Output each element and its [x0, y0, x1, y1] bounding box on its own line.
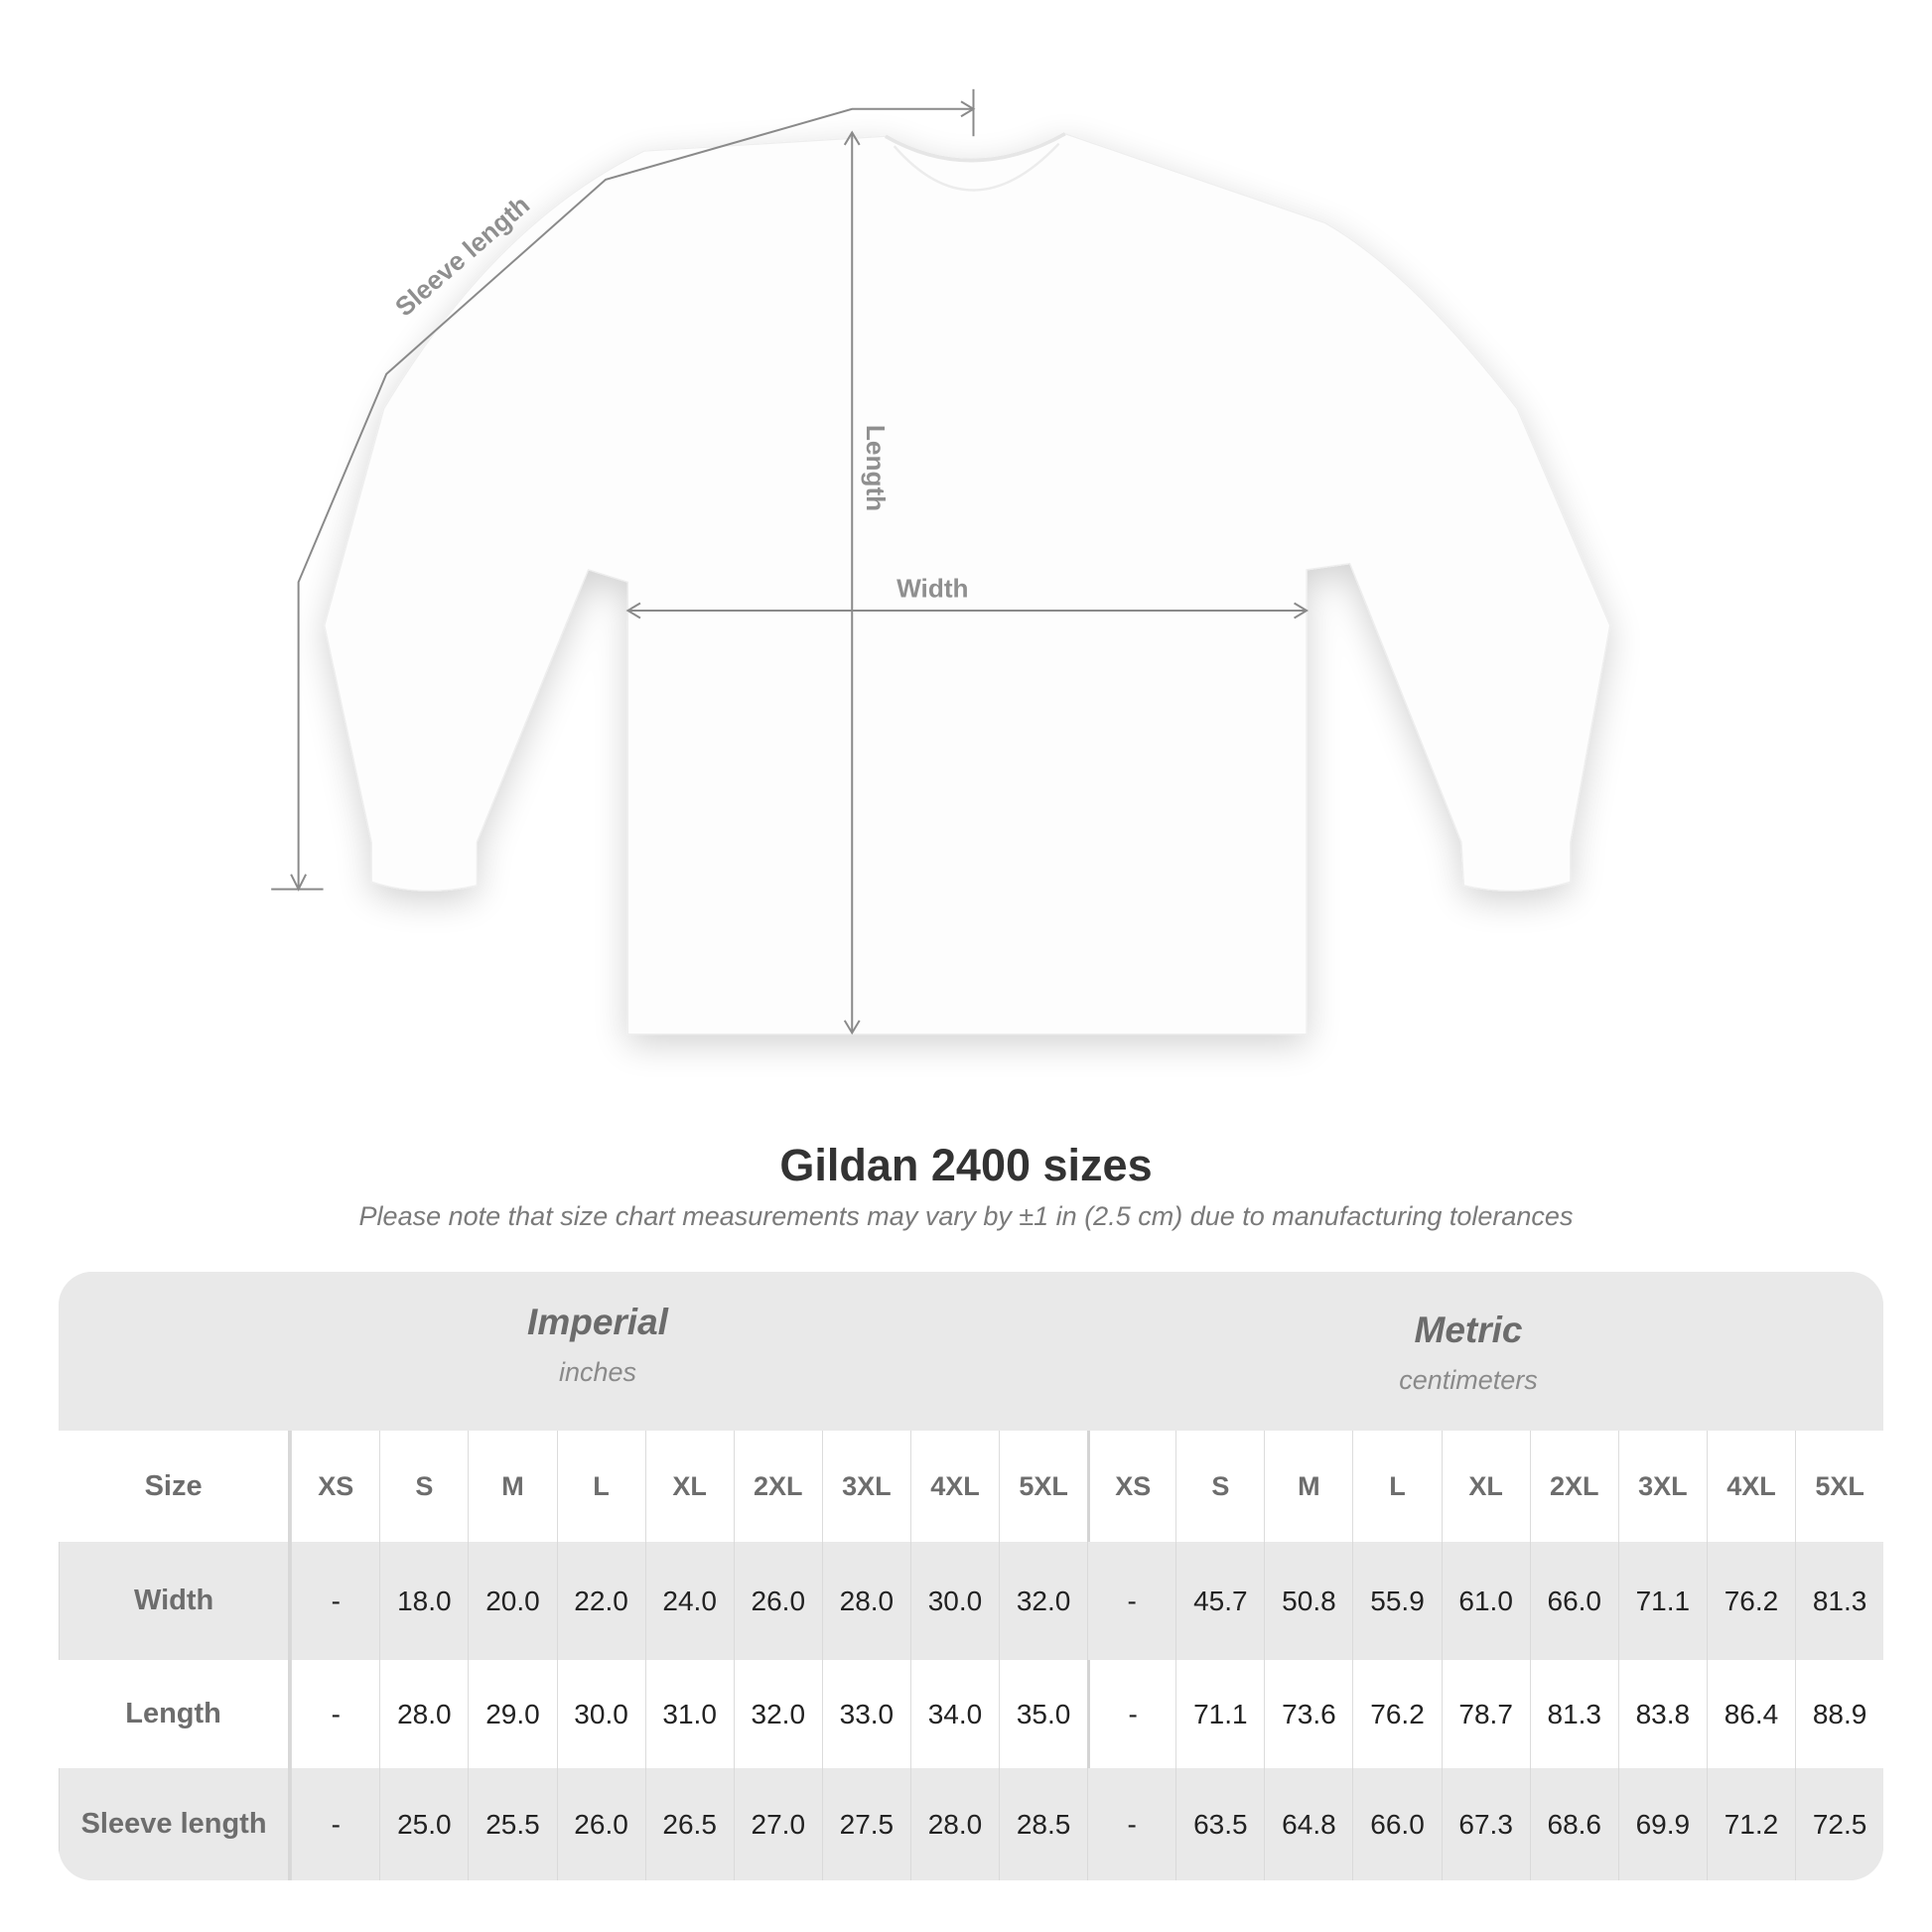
metric-value-cell: 67.3 — [1441, 1768, 1530, 1880]
metric-value-cell: 73.6 — [1264, 1660, 1352, 1768]
metric-value-cell: 71.1 — [1175, 1660, 1264, 1768]
metric-value-cell: 76.2 — [1352, 1660, 1441, 1768]
metric-size-header: 2XL — [1529, 1431, 1618, 1542]
table-row: Width -18.0 20.0 22.0 24.0 26.0 28.0 30.0 32.0-4… — [59, 1542, 1883, 1660]
imperial-value-cell: 27.0 — [733, 1768, 822, 1880]
imperial-value-cell: - — [291, 1768, 379, 1880]
imperial-value-cell: 32.0 — [733, 1660, 822, 1768]
metric-title: Metric — [1414, 1310, 1523, 1350]
imperial-value-cell: 34.0 — [909, 1660, 999, 1768]
metric-size-header: XS — [1087, 1431, 1175, 1542]
size-chart-table: Imperial inches Metric centimeters Size X… — [59, 1272, 1883, 1880]
metric-value-cell: 64.8 — [1264, 1768, 1352, 1880]
metric-value-cell: 61.0 — [1441, 1542, 1530, 1660]
size-header-row: Size XS S M L XL 2XL 3XL 4XL 5XL XS S M L XL 2XL 3XL 4XL 5… — [59, 1431, 1883, 1542]
metric-value-cell: 69.9 — [1617, 1768, 1707, 1880]
sleeve-length-measure-line — [271, 88, 976, 892]
metric-header: Metric centimeters — [1369, 1310, 1568, 1396]
metric-size-header: 3XL — [1617, 1431, 1707, 1542]
metric-size-header: 5XL — [1795, 1431, 1883, 1542]
metric-value-cell: 86.4 — [1706, 1660, 1795, 1768]
table-row: Length -28.0 29.0 30.0 31.0 32.0 33.0 34.0 35.0-… — [59, 1660, 1883, 1768]
imperial-size-header: XS — [291, 1431, 379, 1542]
imperial-value-cell: 28.5 — [999, 1768, 1087, 1880]
imperial-value-cell: 27.5 — [821, 1768, 910, 1880]
metric-value-cell: - — [1087, 1768, 1175, 1880]
imperial-value-cell: 24.0 — [644, 1542, 734, 1660]
imperial-value-cell: 35.0 — [999, 1660, 1087, 1768]
metric-size-header: S — [1175, 1431, 1264, 1542]
metric-size-header: XL — [1441, 1431, 1530, 1542]
row-label: Width — [59, 1542, 292, 1660]
imperial-value-cell: 20.0 — [468, 1542, 556, 1660]
imperial-size-header: 5XL — [999, 1431, 1087, 1542]
imperial-value-cell: 28.0 — [379, 1660, 468, 1768]
imperial-size-header: 4XL — [909, 1431, 999, 1542]
imperial-value-cell: 30.0 — [909, 1542, 999, 1660]
imperial-unit: inches — [558, 1357, 637, 1387]
metric-value-cell: 72.5 — [1795, 1768, 1883, 1880]
imperial-value-cell: 30.0 — [556, 1660, 645, 1768]
metric-value-cell: 45.7 — [1175, 1542, 1264, 1660]
table-row: Sleeve length -25.0 25.5 26.0 26.5 27.0 27.5 28… — [59, 1768, 1883, 1880]
imperial-value-cell: - — [291, 1660, 379, 1768]
imperial-value-cell: 29.0 — [468, 1660, 556, 1768]
metric-value-cell: - — [1087, 1542, 1175, 1660]
imperial-size-header: L — [556, 1431, 645, 1542]
imperial-value-cell: 26.0 — [733, 1542, 822, 1660]
imperial-value-cell: 26.5 — [644, 1768, 734, 1880]
width-measure-line — [625, 602, 1309, 620]
width-label: Width — [897, 573, 968, 603]
imperial-value-cell: 26.0 — [556, 1768, 645, 1880]
imperial-title: Imperial — [527, 1302, 668, 1342]
metric-size-header: 4XL — [1706, 1431, 1795, 1542]
metric-unit: centimeters — [1399, 1365, 1538, 1395]
length-measure-line — [843, 130, 861, 1035]
row-label: Length — [59, 1660, 292, 1768]
metric-value-cell: 81.3 — [1529, 1660, 1618, 1768]
imperial-value-cell: 32.0 — [999, 1542, 1087, 1660]
metric-value-cell: 83.8 — [1617, 1660, 1707, 1768]
metric-value-cell: 55.9 — [1352, 1542, 1441, 1660]
metric-value-cell: 50.8 — [1264, 1542, 1352, 1660]
unit-header: Imperial inches Metric centimeters — [59, 1272, 1883, 1431]
metric-value-cell: 66.0 — [1529, 1542, 1618, 1660]
metric-value-cell: 71.1 — [1617, 1542, 1707, 1660]
tolerance-note: Please note that size chart measurements… — [358, 1201, 1574, 1231]
page-title: Gildan 2400 sizes — [779, 1140, 1153, 1190]
imperial-size-header: 2XL — [733, 1431, 822, 1542]
long-sleeve-shirt-image — [324, 132, 1611, 1035]
length-label: Length — [861, 425, 891, 511]
imperial-size-header: M — [468, 1431, 556, 1542]
imperial-value-cell: 18.0 — [379, 1542, 468, 1660]
imperial-value-cell: - — [291, 1542, 379, 1660]
metric-value-cell: 68.6 — [1529, 1768, 1618, 1880]
metric-value-cell: 63.5 — [1175, 1768, 1264, 1880]
metric-size-header: L — [1352, 1431, 1441, 1542]
metric-value-cell: 81.3 — [1795, 1542, 1883, 1660]
imperial-value-cell: 25.5 — [468, 1768, 556, 1880]
metric-value-cell: 88.9 — [1795, 1660, 1883, 1768]
imperial-size-header: XL — [644, 1431, 734, 1542]
imperial-size-header: 3XL — [821, 1431, 910, 1542]
metric-value-cell: - — [1087, 1660, 1175, 1768]
imperial-value-cell: 28.0 — [821, 1542, 910, 1660]
imperial-value-cell: 33.0 — [821, 1660, 910, 1768]
metric-value-cell: 78.7 — [1441, 1660, 1530, 1768]
row-label: Sleeve length — [59, 1768, 292, 1880]
metric-value-cell: 66.0 — [1352, 1768, 1441, 1880]
imperial-header: Imperial inches — [498, 1302, 697, 1388]
imperial-value-cell: 28.0 — [909, 1768, 999, 1880]
metric-size-header: M — [1264, 1431, 1352, 1542]
metric-value-cell: 71.2 — [1706, 1768, 1795, 1880]
metric-value-cell: 76.2 — [1706, 1542, 1795, 1660]
imperial-value-cell: 22.0 — [556, 1542, 645, 1660]
row-label: Size — [59, 1431, 292, 1542]
imperial-value-cell: 25.0 — [379, 1768, 468, 1880]
imperial-size-header: S — [379, 1431, 468, 1542]
imperial-value-cell: 31.0 — [644, 1660, 734, 1768]
